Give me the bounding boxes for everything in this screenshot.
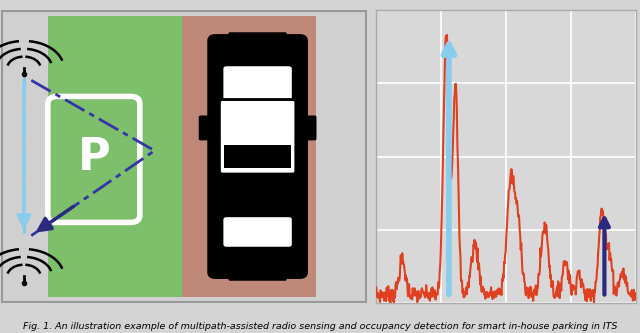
Text: P: P (77, 137, 110, 179)
FancyBboxPatch shape (221, 101, 294, 142)
FancyBboxPatch shape (48, 97, 140, 222)
FancyBboxPatch shape (223, 217, 292, 247)
Bar (48, 16, 182, 297)
FancyBboxPatch shape (198, 116, 215, 141)
FancyBboxPatch shape (228, 32, 287, 42)
FancyBboxPatch shape (2, 11, 366, 302)
FancyBboxPatch shape (300, 116, 317, 141)
Text: Fig. 1. An illustration example of multipath-assisted radio sensing and occupanc: Fig. 1. An illustration example of multi… (23, 322, 617, 331)
FancyBboxPatch shape (225, 145, 291, 168)
FancyBboxPatch shape (209, 36, 307, 277)
FancyBboxPatch shape (223, 66, 292, 100)
Bar (182, 16, 317, 297)
FancyBboxPatch shape (228, 271, 287, 281)
FancyBboxPatch shape (221, 141, 294, 172)
